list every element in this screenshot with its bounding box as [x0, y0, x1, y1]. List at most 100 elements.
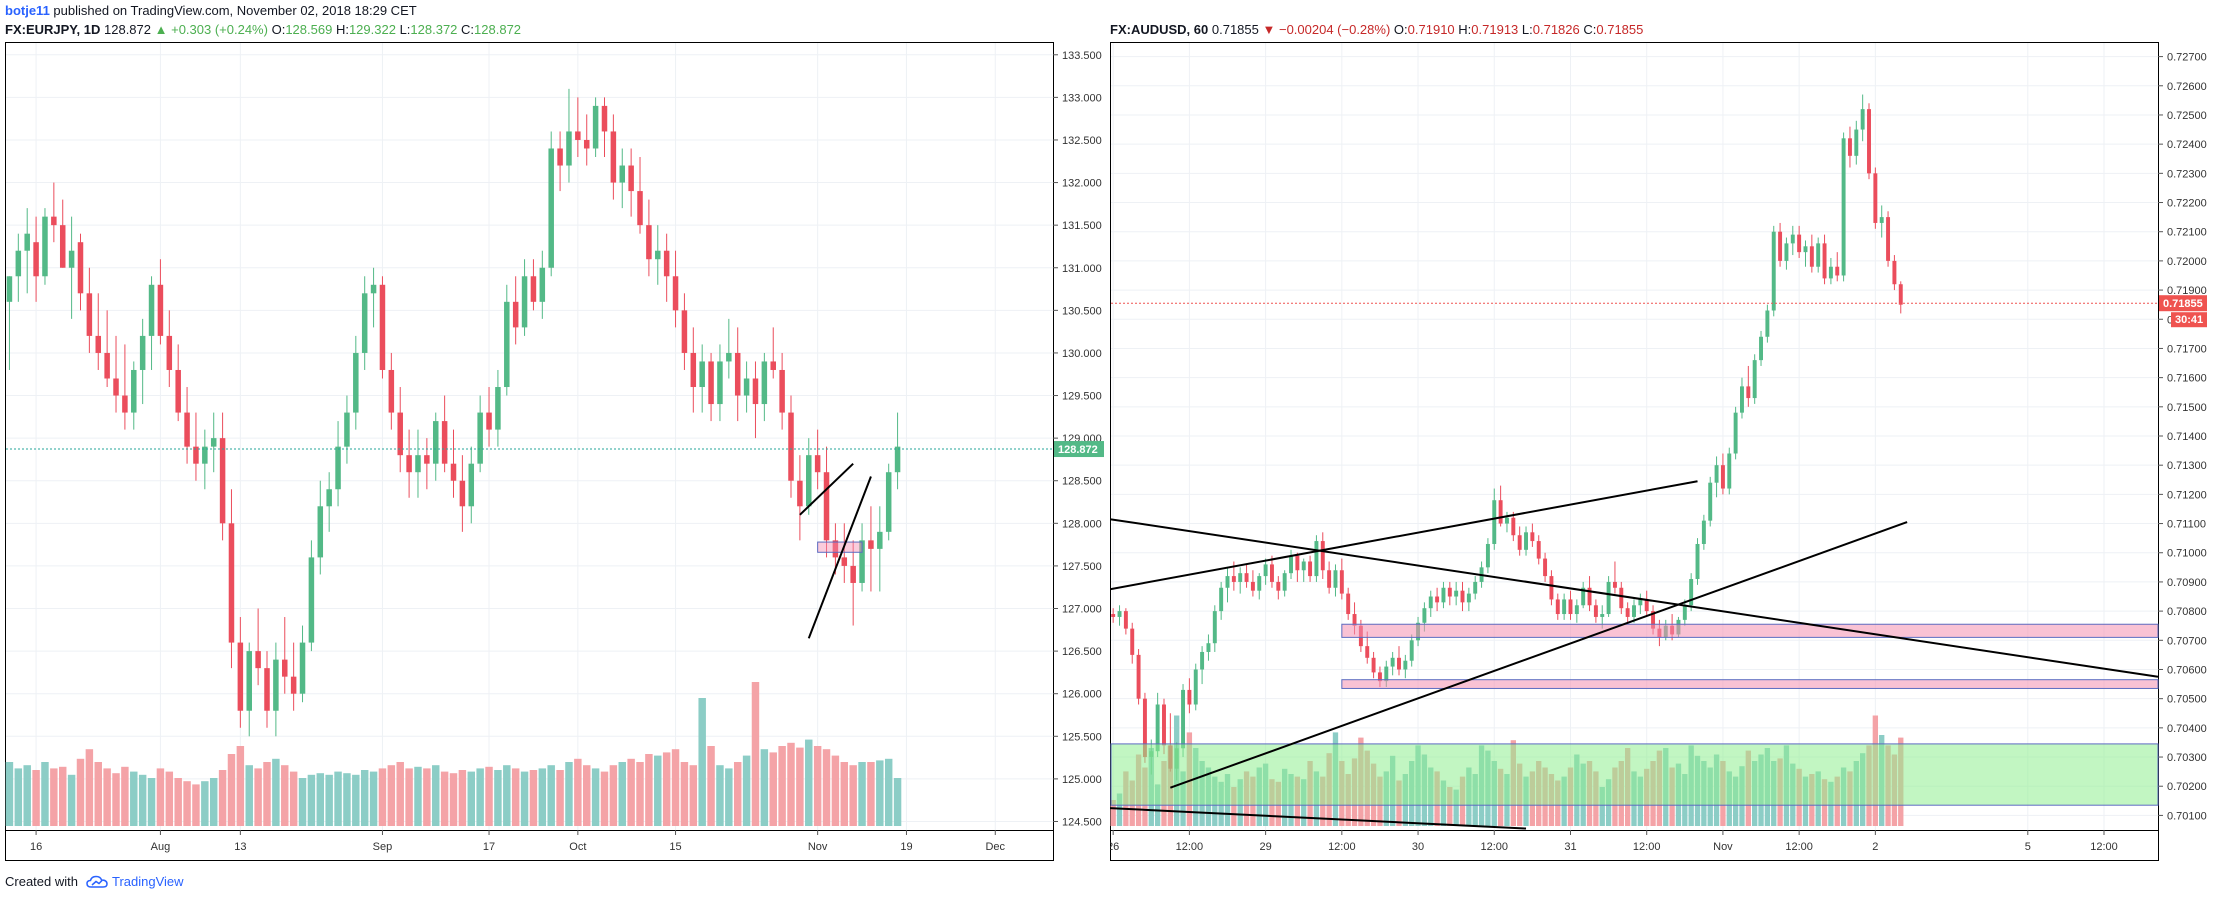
candle-body — [663, 250, 670, 277]
candle-body — [1714, 465, 1719, 483]
candle-body — [504, 301, 510, 388]
candle-body — [157, 284, 164, 336]
candle-body — [690, 352, 697, 388]
candle-body — [1879, 217, 1884, 223]
candle-body — [752, 378, 759, 405]
volume-bar — [227, 754, 236, 826]
candle-body — [575, 131, 581, 140]
y-tick-label: 0.72700 — [2167, 52, 2207, 64]
candle-body — [1441, 587, 1446, 603]
candle-body — [797, 480, 803, 507]
candle-body — [841, 557, 848, 566]
candle-body — [1816, 243, 1821, 267]
volume-zone — [1110, 743, 2159, 806]
candle-body — [1257, 576, 1262, 591]
candle-body — [1847, 138, 1852, 156]
volume-bar — [769, 752, 777, 826]
candle-body — [1238, 573, 1243, 582]
candle-body — [468, 463, 475, 507]
candle-body — [1263, 564, 1268, 577]
eurjpy-symbol[interactable]: FX:EURJPY, 1D — [5, 22, 101, 37]
candle-body — [823, 472, 830, 541]
candle-body — [885, 472, 892, 532]
candle-body — [877, 531, 883, 549]
eurjpy-last: 128.872 — [104, 22, 151, 37]
candle-body — [681, 310, 688, 353]
candle-body — [726, 352, 732, 362]
candle-body — [1473, 581, 1478, 594]
volume-bar — [787, 742, 795, 826]
tradingview-link[interactable]: TradingView — [86, 874, 184, 889]
eurjpy-chart[interactable]: 124.500 125.000 125.500 126.000 126.500 127.0… — [5, 42, 1105, 862]
volume-bar — [298, 778, 307, 826]
chart-frame — [1110, 42, 2159, 861]
volume-bar — [805, 739, 813, 826]
x-tick-label: 19 — [900, 841, 912, 853]
audusd-last: 0.71855 — [1211, 22, 1259, 37]
candle-body — [1701, 520, 1706, 544]
trendline-descending — [1110, 518, 2159, 678]
candle-body — [1295, 555, 1300, 571]
candle-body — [646, 225, 652, 260]
candle-body — [1117, 611, 1122, 617]
volume-bar — [387, 765, 396, 826]
volume-bar — [432, 765, 440, 826]
candle-body — [1765, 310, 1770, 337]
candle-body — [1269, 564, 1274, 582]
candle-body — [850, 565, 856, 583]
candle-body — [1403, 660, 1408, 670]
candle-body — [1142, 698, 1147, 758]
y-tick-label: 0.72400 — [2167, 139, 2207, 151]
y-tick-label: 130.000 — [1062, 348, 1102, 360]
candle-body — [1219, 587, 1224, 612]
volume-bar — [1447, 787, 1453, 826]
candle-body — [521, 276, 528, 328]
candle-body — [1212, 611, 1217, 644]
candle-body — [1485, 543, 1490, 568]
x-tick-label: Dec — [985, 841, 1005, 853]
x-tick-label: 29 — [1259, 841, 1271, 853]
candle-body — [1530, 532, 1535, 542]
candle-body — [77, 242, 84, 294]
volume-bar — [76, 758, 85, 826]
y-tick-label: 0.70400 — [2167, 723, 2207, 735]
candle-body — [601, 105, 608, 132]
candle-body — [1339, 570, 1344, 594]
y-tick-label: 124.500 — [1062, 816, 1102, 828]
candle-body — [1549, 576, 1554, 600]
y-tick-label: 0.70200 — [2167, 781, 2207, 793]
candle-body — [1593, 605, 1598, 617]
volume-bar — [849, 765, 857, 826]
y-tick-label: 0.72500 — [2167, 110, 2207, 122]
volume-bar — [440, 771, 449, 826]
volume-bar — [1453, 789, 1459, 826]
candle-body — [1727, 453, 1732, 489]
author-name[interactable]: botje11 — [5, 3, 50, 18]
volume-bar — [725, 768, 733, 826]
candle-body — [1346, 593, 1351, 615]
y-tick-label: 0.71100 — [2167, 519, 2206, 531]
candle-body — [397, 412, 403, 456]
trendline-upper — [799, 462, 854, 516]
candle-body — [1574, 605, 1579, 615]
volume-bar — [5, 762, 14, 826]
y-tick-label: 0.70900 — [2167, 577, 2207, 589]
y-tick-label: 126.000 — [1062, 689, 1102, 701]
candle-body — [788, 412, 794, 481]
audusd-chart[interactable]: 0.70100 0.70200 0.70300 0.70400 0.70500 0.706… — [1110, 42, 2210, 862]
candle-body — [1397, 657, 1401, 670]
volume-bar — [378, 768, 387, 826]
candle-body — [806, 455, 812, 507]
audusd-symbol[interactable]: FX:AUDUSD, 60 — [1110, 22, 1209, 37]
candle-body — [317, 506, 324, 558]
volume-bar — [369, 771, 378, 826]
volume-bar — [236, 746, 245, 826]
candle-body — [353, 352, 359, 413]
candle-body — [1771, 231, 1776, 311]
candle-body — [1511, 517, 1516, 536]
candle-body — [450, 463, 457, 481]
volume-bar — [547, 765, 555, 826]
volume-bar — [458, 770, 467, 826]
volume-bar — [352, 774, 360, 826]
y-tick-label: 131.500 — [1062, 220, 1102, 232]
